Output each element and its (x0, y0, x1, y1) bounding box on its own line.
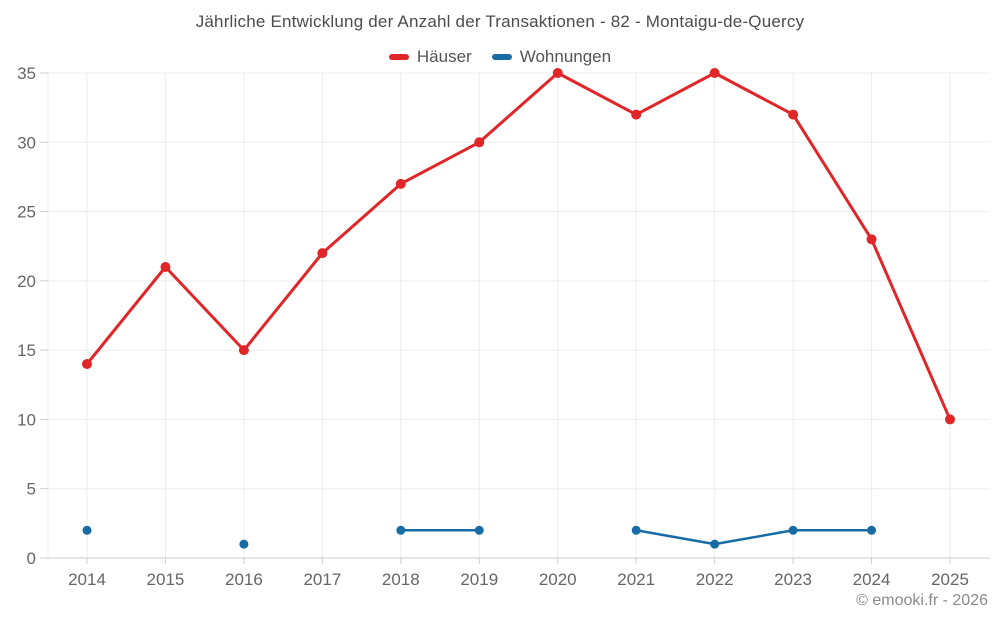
data-point-2021[interactable] (631, 525, 641, 535)
y-tick-label: 30 (17, 133, 36, 152)
x-tick-label: 2021 (617, 570, 655, 589)
data-point-2017[interactable] (317, 248, 328, 259)
data-point-2018[interactable] (395, 178, 406, 189)
data-point-2024[interactable] (867, 525, 877, 535)
data-point-2015[interactable] (160, 262, 171, 272)
data-point-2019[interactable] (474, 137, 485, 148)
data-point-2023[interactable] (788, 525, 798, 535)
y-tick-label: 15 (17, 341, 36, 360)
legend-item-wohnungen[interactable]: Wohnungen (491, 47, 612, 67)
series-line (85, 71, 952, 421)
y-tick-label: 10 (17, 410, 36, 429)
data-point-2025[interactable] (945, 414, 955, 425)
haeuser-legend-swatch-icon (388, 54, 409, 60)
gridlines (47, 72, 990, 558)
series-line (634, 529, 873, 546)
chart-title: Jährliche Entwicklung der Anzahl der Tra… (195, 12, 805, 31)
data-point-2021[interactable] (631, 109, 642, 120)
legend: Häuser Wohnungen (0, 47, 1000, 67)
huser-series (82, 68, 955, 425)
x-tick-label: 2017 (303, 570, 341, 589)
data-point-2022[interactable] (709, 68, 720, 78)
legend-label-wohnungen: Wohnungen (519, 47, 612, 66)
data-point-2022[interactable] (710, 539, 720, 549)
x-tick-label: 2015 (147, 570, 185, 589)
y-axis: 0 5 10 15 20 25 30 35 (17, 64, 48, 568)
y-tick-label: 35 (17, 64, 36, 83)
data-point-2014[interactable] (82, 359, 92, 369)
x-tick-label: 2022 (696, 570, 734, 589)
y-tick-label: 20 (17, 272, 36, 291)
data-point-2018[interactable] (396, 525, 406, 535)
x-tick-label: 2025 (931, 570, 969, 589)
wohnungen-legend-swatch-icon (491, 54, 512, 60)
wohnungen-series (82, 525, 877, 549)
x-axis: 2014 2015 2016 2017 2018 2019 2020 2021 2022 2023… (68, 558, 969, 589)
data-point-2024[interactable] (866, 234, 877, 245)
x-tick-label: 2023 (774, 570, 812, 589)
x-tick-label: 2016 (225, 570, 263, 589)
x-tick-label: 2019 (460, 570, 498, 589)
legend-item-haeuser[interactable]: Häuser (388, 47, 472, 67)
x-tick-label: 2014 (68, 570, 106, 589)
x-tick-label: 2024 (853, 570, 891, 589)
data-point-2023[interactable] (788, 109, 799, 120)
x-tick-label: 2018 (382, 570, 420, 589)
data-point-2019[interactable] (474, 525, 484, 535)
data-point-2020[interactable] (552, 68, 563, 78)
y-tick-label: 0 (27, 549, 36, 568)
data-point-2016[interactable] (238, 345, 249, 356)
legend-label-haeuser: Häuser (416, 47, 472, 66)
copyright-footer: © emooki.fr - 2026 (856, 592, 988, 609)
data-point-2014[interactable] (82, 525, 92, 535)
y-tick-label: 5 (27, 480, 36, 499)
x-tick-label: 2020 (539, 570, 577, 589)
y-tick-label: 25 (17, 203, 36, 222)
data-point-2016[interactable] (239, 539, 249, 549)
